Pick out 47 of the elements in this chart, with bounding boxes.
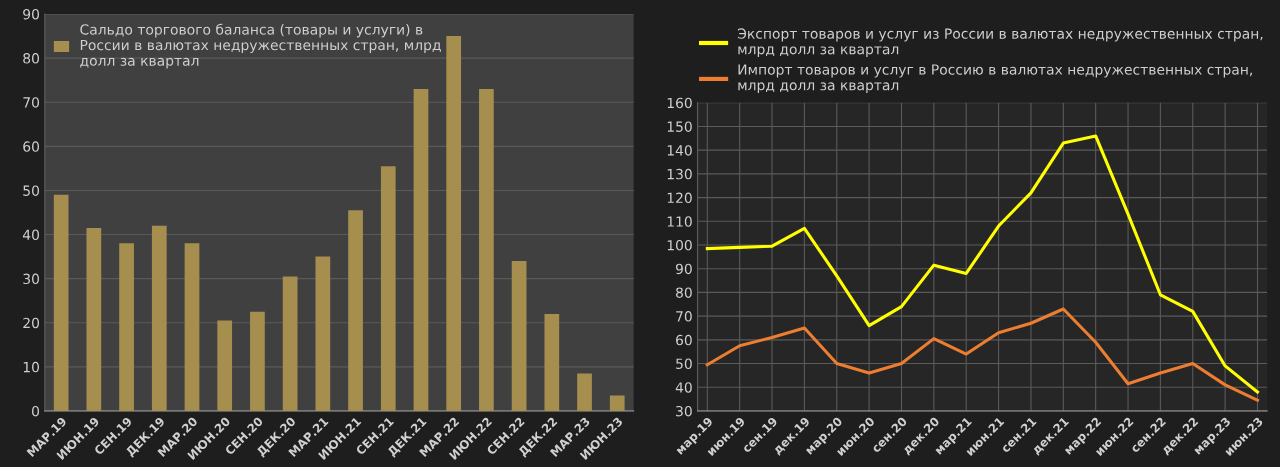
y-tick-label: 160 xyxy=(667,97,692,109)
y-tick-label: 50 xyxy=(23,185,40,196)
bar xyxy=(217,320,233,411)
y-tick-label: 20 xyxy=(23,317,40,329)
y-tick-label: 100 xyxy=(667,239,692,251)
bar xyxy=(282,276,298,411)
bar xyxy=(53,194,69,411)
y-tick-label: 30 xyxy=(676,405,692,417)
y-tick-label: 70 xyxy=(23,97,40,108)
y-tick-label: 140 xyxy=(667,145,692,156)
y-tick-label: 30 xyxy=(23,273,40,285)
bar xyxy=(413,88,429,411)
y-tick-label: 90 xyxy=(675,263,692,275)
bar xyxy=(184,243,200,411)
bar xyxy=(86,227,102,411)
bar xyxy=(446,36,462,411)
y-tick-label: 110 xyxy=(667,216,692,227)
bar xyxy=(119,243,134,411)
y-tick-label: 120 xyxy=(667,192,692,204)
bar xyxy=(609,395,625,411)
y-tick-label: 10 xyxy=(23,361,40,373)
bar xyxy=(315,256,331,411)
legend-label: Экспорт товаров и услуг из России в валютах недружественных стран, млрд долл за квартал xyxy=(737,28,1263,58)
y-tick-label: 0 xyxy=(32,405,40,417)
legend-label: Сальдо торгового баланса (товары и услуги) в России в валютах недружественных стран, млрд долл за квартал xyxy=(80,23,441,69)
bar xyxy=(511,261,527,411)
y-tick-label: 50 xyxy=(676,358,692,370)
y-tick-label: 150 xyxy=(667,121,692,132)
y-tick-label: 40 xyxy=(675,382,692,393)
bar xyxy=(479,88,494,411)
bar xyxy=(250,311,265,411)
line-series xyxy=(705,134,1260,394)
bar xyxy=(151,225,167,411)
bar xyxy=(577,373,592,411)
y-tick-label: 40 xyxy=(22,229,40,241)
y-tick-label: 80 xyxy=(676,287,692,298)
y-tick-label: 70 xyxy=(676,311,692,322)
bar xyxy=(348,210,363,411)
y-tick-label: 90 xyxy=(23,8,40,20)
y-tick-label: 130 xyxy=(667,168,692,180)
bar xyxy=(544,313,560,411)
y-tick-label: 80 xyxy=(23,53,40,64)
bar xyxy=(380,166,396,411)
y-tick-label: 60 xyxy=(676,334,692,346)
y-tick-label: 60 xyxy=(23,141,40,152)
legend-label: Импорт товаров и услуг в Россию в валютах недружественных стран, млрд долл за квартал xyxy=(738,64,1252,94)
line-series xyxy=(705,307,1260,402)
